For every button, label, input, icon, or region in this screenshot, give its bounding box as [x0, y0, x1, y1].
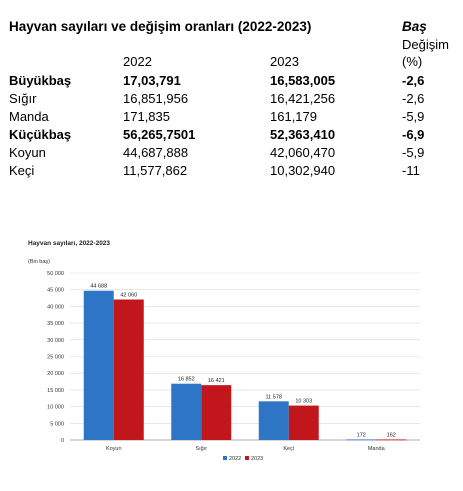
bar-2023-Keçi	[288, 405, 319, 440]
bar-chart: Hayvan sayıları, 2022-2023 (Bin baş) 0 5 …	[0, 230, 463, 486]
row-change: -2,6	[402, 91, 425, 106]
row-value-2023: 16,583,005	[270, 73, 336, 88]
change-header-line1: Baş	[402, 19, 427, 34]
row-value-2022: 16,851,956	[123, 91, 189, 106]
table-row: Küçükbaş 56,265,7501 52,363,410 -6,9	[0, 127, 463, 145]
table-row: Manda 171,835 161,179 -5,9	[0, 109, 463, 127]
data-labels: 44 688 42 060 16 852 16 421 11 578 10 303 172 1…	[90, 284, 396, 439]
legend-swatch-2022	[223, 456, 227, 460]
bar-2022-Manda	[346, 439, 377, 441]
legend-label: 2023	[251, 456, 263, 462]
y-tick-label: 40 000	[47, 304, 64, 310]
row-change: -5,9	[402, 145, 425, 160]
bar-2022-Sığır	[171, 383, 202, 440]
bar-2023-Manda	[376, 439, 407, 441]
y-tick-label: 15 000	[47, 388, 64, 394]
row-name: Büyükbaş	[9, 73, 72, 88]
y-tick-label: 20 000	[47, 371, 64, 377]
row-change: -11	[402, 163, 420, 178]
change-header-line2: Değişim	[402, 37, 449, 52]
row-value-2023: 42,060,470	[270, 145, 336, 160]
bar-chart-svg: Hayvan sayıları, 2022-2023 (Bin baş) 0 5 …	[28, 240, 420, 462]
bars	[83, 290, 407, 441]
table-title: Hayvan sayıları ve değişim oranları (202…	[9, 19, 312, 34]
row-change: -2,6	[402, 73, 425, 88]
y-tick-label: 0	[61, 438, 64, 444]
row-name: Küçükbaş	[9, 127, 72, 142]
row-value-2023: 10,302,940	[270, 163, 336, 178]
bar-2022-Koyun	[83, 290, 114, 440]
row-name: Keçi	[9, 163, 35, 178]
row-change: -5,9	[402, 109, 425, 124]
row-value-2023: 16,421,256	[270, 91, 336, 106]
x-axis-ticks: Koyun Sığır Keçi Manda	[106, 446, 386, 452]
bar-2023-Koyun	[113, 299, 144, 440]
column-header-2023: 2023	[270, 54, 299, 69]
row-value-2022: 17,03,791	[123, 73, 181, 88]
table-row: Koyun 44,687,888 42,060,470 -5,9	[0, 145, 463, 163]
data-label: 162	[387, 432, 396, 438]
row-value-2022: 171,835	[123, 109, 170, 124]
legend-label: 2022	[229, 456, 241, 462]
row-name: Sığır	[9, 91, 37, 106]
animal-count-table: Hayvan sayıları ve değişim oranları (202…	[0, 0, 463, 200]
table-row: Sığır 16,851,956 16,421,256 -2,6	[0, 91, 463, 109]
table-row: Keçi 11,577,862 10,302,940 -11	[0, 163, 463, 181]
row-value-2022: 44,687,888	[123, 145, 189, 160]
chart-title: Hayvan sayıları, 2022-2023	[28, 240, 110, 247]
row-name: Koyun	[9, 145, 46, 160]
y-tick-label: 35 000	[47, 321, 64, 327]
bar-2023-Sığır	[201, 385, 232, 440]
y-tick-label: 10 000	[47, 405, 64, 411]
data-label: 11 578	[266, 394, 282, 400]
data-label: 16 421	[208, 378, 225, 384]
legend: 2022 2023	[223, 456, 263, 462]
y-tick-label: 25 000	[47, 355, 64, 361]
data-label: 16 852	[178, 377, 195, 383]
legend-swatch-2023	[245, 456, 249, 460]
y-axis-label: (Bin baş)	[28, 259, 50, 265]
row-value-2023: 52,363,410	[270, 127, 336, 142]
y-tick-label: 5 000	[50, 421, 64, 427]
x-tick-label: Manda	[368, 446, 386, 452]
column-header-2022: 2022	[123, 54, 152, 69]
row-change: -6,9	[402, 127, 425, 142]
y-tick-label: 45 000	[47, 288, 64, 294]
row-value-2022: 11,577,862	[123, 163, 188, 178]
row-name: Manda	[9, 109, 49, 124]
row-value-2022: 56,265,7501	[123, 127, 196, 142]
data-label: 44 688	[90, 284, 107, 290]
bar-2022-Keçi	[258, 401, 289, 440]
y-axis-ticks: 0 5 000 10 000 15 000 20 000 25 000 30 000 35 0…	[47, 271, 64, 444]
x-tick-label: Koyun	[106, 446, 122, 452]
change-header-line3: (%)	[402, 54, 423, 69]
table-row: Büyükbaş 17,03,791 16,583,005 -2,6	[0, 73, 463, 91]
x-tick-label: Sığır	[195, 446, 207, 452]
y-tick-label: 50 000	[47, 271, 64, 277]
data-label: 10 303	[295, 399, 312, 405]
x-tick-label: Keçi	[283, 446, 294, 452]
data-label: 42 060	[120, 293, 137, 299]
y-tick-label: 30 000	[47, 338, 64, 344]
data-label: 172	[357, 432, 366, 438]
row-value-2023: 161,179	[270, 109, 317, 124]
